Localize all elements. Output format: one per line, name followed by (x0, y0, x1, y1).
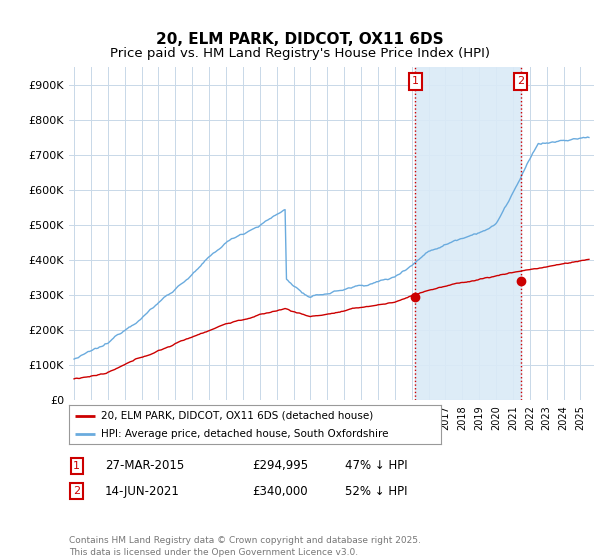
Text: 14-JUN-2021: 14-JUN-2021 (105, 484, 180, 498)
Text: HPI: Average price, detached house, South Oxfordshire: HPI: Average price, detached house, Sout… (101, 429, 388, 439)
Text: 1: 1 (73, 461, 80, 471)
Text: 20, ELM PARK, DIDCOT, OX11 6DS (detached house): 20, ELM PARK, DIDCOT, OX11 6DS (detached… (101, 410, 373, 421)
Text: £294,995: £294,995 (252, 459, 308, 473)
Text: 27-MAR-2015: 27-MAR-2015 (105, 459, 184, 473)
Text: £340,000: £340,000 (252, 484, 308, 498)
Text: 2: 2 (73, 486, 80, 496)
Text: 1: 1 (412, 76, 419, 86)
Text: 52% ↓ HPI: 52% ↓ HPI (345, 484, 407, 498)
Text: 20, ELM PARK, DIDCOT, OX11 6DS: 20, ELM PARK, DIDCOT, OX11 6DS (156, 32, 444, 48)
Bar (415, 67, 521, 400)
Text: 47% ↓ HPI: 47% ↓ HPI (345, 459, 407, 473)
Text: 2: 2 (517, 76, 524, 86)
Text: Contains HM Land Registry data © Crown copyright and database right 2025.
This d: Contains HM Land Registry data © Crown c… (69, 536, 421, 557)
Text: Price paid vs. HM Land Registry's House Price Index (HPI): Price paid vs. HM Land Registry's House … (110, 47, 490, 60)
